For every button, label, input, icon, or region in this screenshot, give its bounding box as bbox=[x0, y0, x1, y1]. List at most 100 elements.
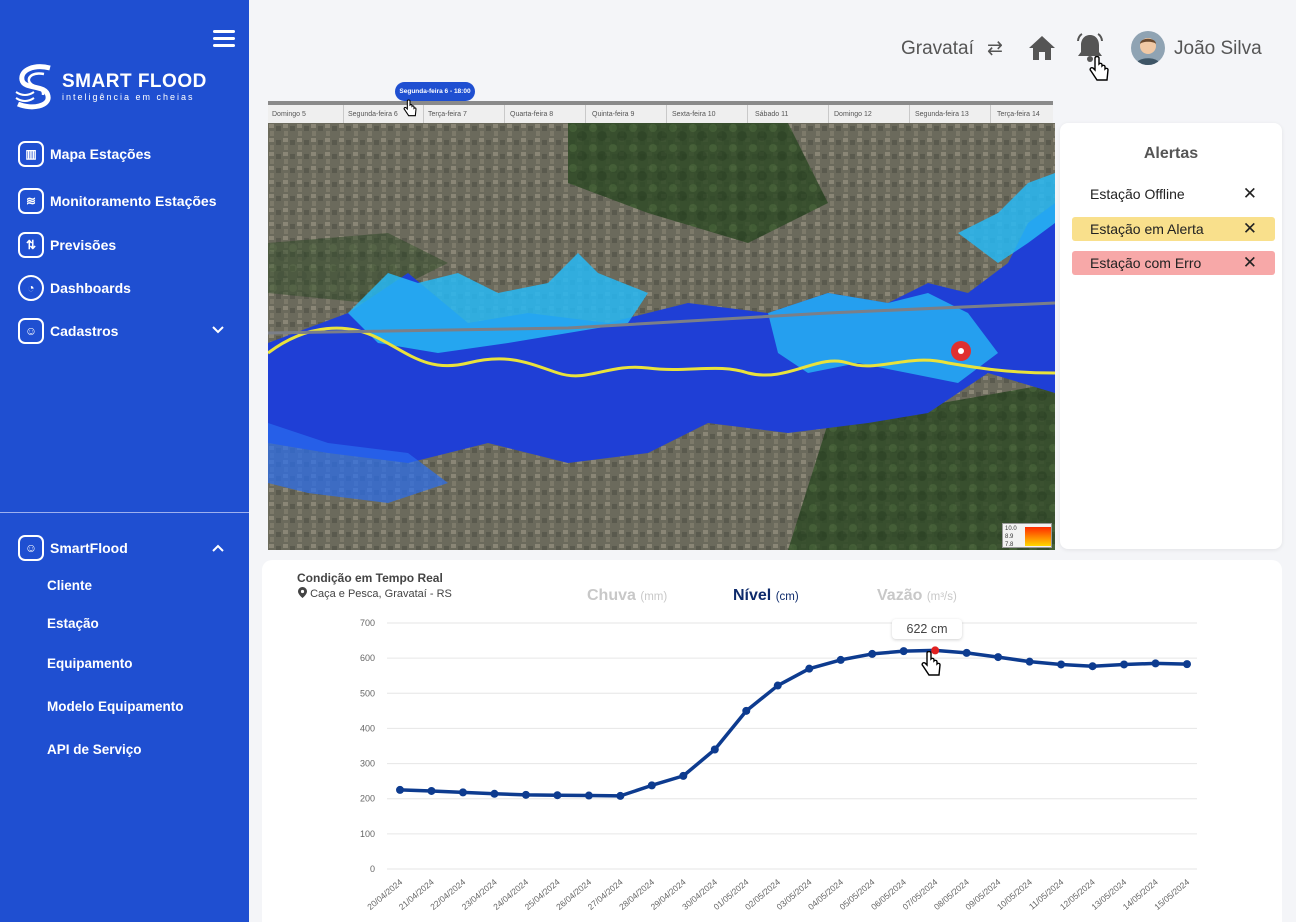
data-point[interactable] bbox=[1183, 660, 1191, 669]
user-icon: ☺ bbox=[18, 318, 44, 344]
nav-item-mapa-estacoes[interactable]: ▥ Mapa Estações bbox=[18, 141, 151, 167]
flood-map[interactable] bbox=[268, 123, 1055, 550]
data-point[interactable] bbox=[679, 771, 688, 780]
chart-location: Caça e Pesca, Gravataí - RS bbox=[298, 587, 452, 600]
nav-label: Monitoramento Estações bbox=[50, 193, 217, 209]
data-point[interactable] bbox=[1151, 659, 1160, 668]
map-color-legend: 10.0 8.9 7.8 bbox=[1002, 523, 1052, 548]
alert-label: Estação Offline bbox=[1090, 186, 1185, 202]
tab-chuva[interactable]: Chuva (mm) bbox=[587, 587, 667, 605]
data-point[interactable] bbox=[1088, 662, 1097, 671]
timeline-separator bbox=[747, 105, 748, 123]
nav-item-dashboards[interactable]: ◔ Dashboards bbox=[18, 275, 131, 301]
legend-value: 10.0 bbox=[1005, 526, 1017, 532]
data-point[interactable] bbox=[458, 788, 467, 797]
data-point[interactable] bbox=[962, 648, 971, 657]
highlighted-data-point[interactable] bbox=[931, 646, 940, 655]
sidebar-item-modelo-equipamento[interactable]: Modelo Equipamento bbox=[47, 699, 184, 714]
sidebar-item-estacao[interactable]: Estação bbox=[47, 616, 99, 631]
timeline-day[interactable]: Segunda-feira 6 bbox=[348, 111, 398, 118]
bell-icon[interactable] bbox=[1074, 32, 1106, 64]
close-icon[interactable]: ✕ bbox=[1242, 253, 1257, 272]
timeline-separator bbox=[828, 105, 829, 123]
data-point[interactable] bbox=[1057, 660, 1066, 669]
nav-label: SmartFlood bbox=[50, 540, 128, 556]
close-icon[interactable]: ✕ bbox=[1242, 184, 1257, 203]
nav-item-smartflood[interactable]: ☺ SmartFlood bbox=[18, 535, 128, 561]
sidebar-item-equipamento[interactable]: Equipamento bbox=[47, 656, 133, 671]
data-point[interactable] bbox=[773, 681, 782, 690]
nav-item-monitoramento-estacoes[interactable]: ≋ Monitoramento Estações bbox=[18, 188, 216, 214]
data-point[interactable] bbox=[868, 649, 877, 658]
data-point[interactable] bbox=[521, 790, 530, 799]
sidebar-item-api-de-servico[interactable]: API de Serviço bbox=[47, 742, 142, 757]
timeline-separator bbox=[423, 105, 424, 123]
data-point[interactable] bbox=[899, 647, 908, 656]
timeline-day[interactable]: Quarta-feira 8 bbox=[510, 111, 554, 118]
data-point[interactable] bbox=[1120, 660, 1129, 669]
data-point[interactable] bbox=[710, 745, 719, 754]
timeline-separator bbox=[585, 105, 586, 123]
timeline-day[interactable]: Sábado 11 bbox=[755, 111, 789, 118]
data-point[interactable] bbox=[553, 791, 562, 800]
alert-item-em-alerta[interactable]: Estação em Alerta ✕ bbox=[1072, 217, 1275, 241]
data-point[interactable] bbox=[396, 785, 404, 794]
brand-logo[interactable]: SMART FLOOD inteligência em cheias bbox=[14, 62, 207, 110]
data-point[interactable] bbox=[616, 791, 625, 800]
chart-card: Condição em Tempo Real Caça e Pesca, Gra… bbox=[262, 560, 1282, 922]
data-point[interactable] bbox=[1025, 657, 1034, 666]
user-icon: ☺ bbox=[18, 535, 44, 561]
data-point[interactable] bbox=[805, 664, 814, 673]
data-point[interactable] bbox=[742, 706, 751, 715]
sidebar-divider bbox=[0, 512, 249, 513]
hamburger-menu-icon[interactable] bbox=[213, 30, 235, 48]
hand-cursor-icon bbox=[403, 99, 417, 117]
water-level-chart[interactable]: 010020030040050060070020/04/202421/04/20… bbox=[262, 560, 1282, 922]
timeline-separator bbox=[504, 105, 505, 123]
data-point[interactable] bbox=[647, 781, 656, 790]
legend-gradient bbox=[1025, 527, 1051, 546]
home-icon[interactable] bbox=[1028, 34, 1056, 62]
city-selector[interactable]: Gravataí bbox=[901, 38, 974, 59]
chevron-down-icon[interactable] bbox=[211, 324, 225, 338]
tab-label: Vazão bbox=[877, 587, 923, 604]
chart-tooltip: 622 cm bbox=[892, 619, 962, 639]
data-point[interactable] bbox=[427, 786, 436, 795]
data-point[interactable] bbox=[836, 655, 845, 664]
tab-vazao[interactable]: Vazão (m³/s) bbox=[877, 587, 957, 605]
timeline-bar[interactable]: Domingo 5 Segunda-feira 6 Terça-feira 7 … bbox=[268, 101, 1053, 123]
y-tick-label: 700 bbox=[360, 618, 375, 628]
sidebar-item-cliente[interactable]: Cliente bbox=[47, 578, 93, 593]
timeline-day[interactable]: Domingo 5 bbox=[272, 111, 306, 118]
timeline-separator bbox=[343, 105, 344, 123]
tab-unit: (cm) bbox=[775, 591, 799, 603]
chevron-up-icon[interactable] bbox=[211, 542, 225, 556]
timeline-day[interactable]: Terça-feira 7 bbox=[428, 111, 467, 118]
alert-item-offline[interactable]: Estação Offline ✕ bbox=[1072, 182, 1275, 206]
y-tick-label: 600 bbox=[360, 653, 375, 663]
alert-item-com-erro[interactable]: Estação com Erro ✕ bbox=[1072, 251, 1275, 275]
timeline-day[interactable]: Sexta-feira 10 bbox=[672, 111, 716, 118]
close-icon[interactable]: ✕ bbox=[1242, 219, 1257, 238]
nav-item-previsoes[interactable]: ⇅ Previsões bbox=[18, 232, 116, 258]
alert-label: Estação em Alerta bbox=[1090, 221, 1204, 237]
user-name[interactable]: João Silva bbox=[1174, 38, 1262, 59]
legend-value: 7.8 bbox=[1005, 542, 1014, 548]
brand-title: SMART FLOOD bbox=[62, 70, 207, 92]
nav-item-cadastros[interactable]: ☺ Cadastros bbox=[18, 318, 118, 344]
nav-label: Previsões bbox=[50, 237, 117, 253]
forecast-icon: ⇅ bbox=[18, 232, 44, 258]
y-tick-label: 500 bbox=[360, 688, 375, 698]
swap-arrows-icon[interactable]: ⇄ bbox=[987, 38, 1003, 59]
data-point[interactable] bbox=[584, 791, 593, 800]
data-point[interactable] bbox=[490, 789, 499, 798]
timeline-day[interactable]: Terça-feira 14 bbox=[997, 111, 1040, 118]
brand-subtitle: inteligência em cheias bbox=[62, 91, 195, 102]
data-point[interactable] bbox=[994, 653, 1003, 662]
avatar[interactable] bbox=[1131, 31, 1165, 65]
sidebar: SMART FLOOD inteligência em cheias ▥ Map… bbox=[0, 0, 249, 922]
tab-nivel[interactable]: Nível (cm) bbox=[733, 587, 799, 605]
timeline-day[interactable]: Domingo 12 bbox=[834, 111, 872, 118]
timeline-day[interactable]: Quinta-feira 9 bbox=[592, 111, 635, 118]
timeline-day[interactable]: Segunda-feira 13 bbox=[915, 111, 969, 118]
